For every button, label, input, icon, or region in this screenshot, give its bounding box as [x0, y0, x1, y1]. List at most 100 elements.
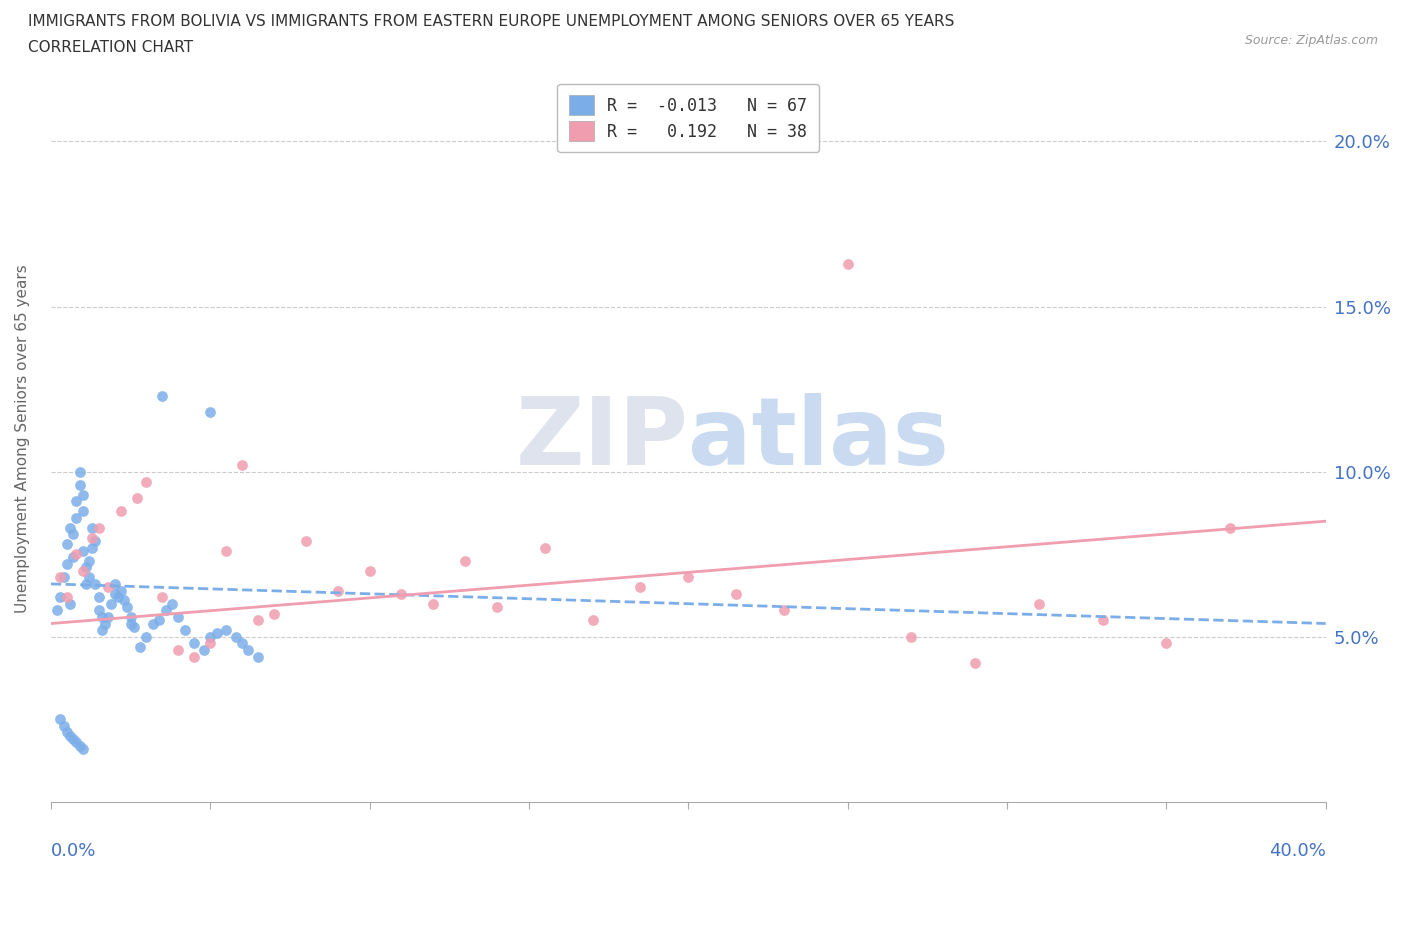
Point: [486, 600, 509, 615]
Point: [422, 596, 444, 611]
Legend: R =  -0.013   N = 67, R =   0.192   N = 38: R = -0.013 N = 67, R = 0.192 N = 38: [557, 84, 820, 153]
Point: [72, 543, 94, 558]
Point: [55, 557, 77, 572]
Point: [65, 494, 87, 509]
Point: [1091, 613, 1114, 628]
Text: IMMIGRANTS FROM BOLIVIA VS IMMIGRANTS FROM EASTERN EUROPE UNEMPLOYMENT AMONG SEN: IMMIGRANTS FROM BOLIVIA VS IMMIGRANTS FR…: [28, 14, 955, 29]
Point: [52, 719, 75, 734]
Text: ZIP: ZIP: [516, 392, 689, 485]
Point: [94, 616, 117, 631]
Text: Source: ZipAtlas.com: Source: ZipAtlas.com: [1244, 34, 1378, 47]
Text: atlas: atlas: [689, 392, 949, 485]
Text: 0.0%: 0.0%: [51, 842, 96, 859]
Point: [294, 534, 316, 549]
Point: [103, 587, 125, 602]
Point: [837, 256, 859, 271]
Point: [183, 649, 205, 664]
Point: [107, 590, 129, 604]
Point: [725, 587, 748, 602]
Point: [110, 583, 132, 598]
Point: [72, 741, 94, 756]
Point: [120, 609, 142, 624]
Point: [69, 738, 91, 753]
Point: [82, 521, 104, 536]
Point: [84, 534, 107, 549]
Point: [183, 636, 205, 651]
Point: [62, 550, 84, 565]
Point: [55, 590, 77, 604]
Point: [135, 474, 157, 489]
Point: [155, 603, 177, 618]
Point: [52, 570, 75, 585]
Point: [246, 613, 269, 628]
Point: [534, 540, 557, 555]
Point: [72, 487, 94, 502]
Point: [148, 613, 170, 628]
Point: [135, 630, 157, 644]
Point: [97, 609, 120, 624]
Point: [65, 735, 87, 750]
Point: [55, 725, 77, 740]
Point: [678, 570, 700, 585]
Point: [225, 630, 247, 644]
Point: [75, 560, 97, 575]
Point: [160, 596, 183, 611]
Point: [150, 590, 173, 604]
Point: [215, 543, 238, 558]
Point: [59, 521, 82, 536]
Point: [62, 527, 84, 542]
Point: [263, 606, 285, 621]
Point: [389, 587, 412, 602]
Text: CORRELATION CHART: CORRELATION CHART: [28, 40, 193, 55]
Point: [965, 656, 987, 671]
Point: [49, 711, 72, 726]
Point: [72, 564, 94, 578]
Point: [198, 405, 221, 419]
Point: [198, 630, 221, 644]
Point: [205, 626, 228, 641]
Point: [90, 609, 112, 624]
Point: [84, 577, 107, 591]
Point: [62, 732, 84, 747]
Point: [110, 504, 132, 519]
Point: [231, 458, 253, 472]
Point: [82, 530, 104, 545]
Point: [167, 609, 190, 624]
Point: [77, 570, 100, 585]
Point: [122, 619, 145, 634]
Point: [582, 613, 605, 628]
Point: [193, 643, 215, 658]
Point: [90, 623, 112, 638]
Point: [49, 570, 72, 585]
Point: [630, 579, 652, 594]
Point: [65, 547, 87, 562]
Point: [142, 616, 165, 631]
Point: [72, 504, 94, 519]
Point: [49, 590, 72, 604]
Point: [198, 636, 221, 651]
Point: [150, 388, 173, 403]
Point: [87, 603, 110, 618]
Point: [773, 603, 796, 618]
Point: [173, 623, 195, 638]
Point: [117, 600, 139, 615]
Point: [75, 577, 97, 591]
Point: [454, 553, 477, 568]
Point: [87, 521, 110, 536]
Point: [65, 511, 87, 525]
Point: [167, 643, 190, 658]
Point: [77, 553, 100, 568]
Point: [55, 537, 77, 551]
Point: [120, 616, 142, 631]
Point: [59, 728, 82, 743]
Point: [82, 540, 104, 555]
Point: [125, 491, 148, 506]
Point: [1028, 596, 1050, 611]
Point: [231, 636, 253, 651]
Point: [112, 593, 135, 608]
Point: [103, 577, 125, 591]
Point: [87, 590, 110, 604]
Point: [69, 464, 91, 479]
Point: [97, 579, 120, 594]
Point: [100, 596, 122, 611]
